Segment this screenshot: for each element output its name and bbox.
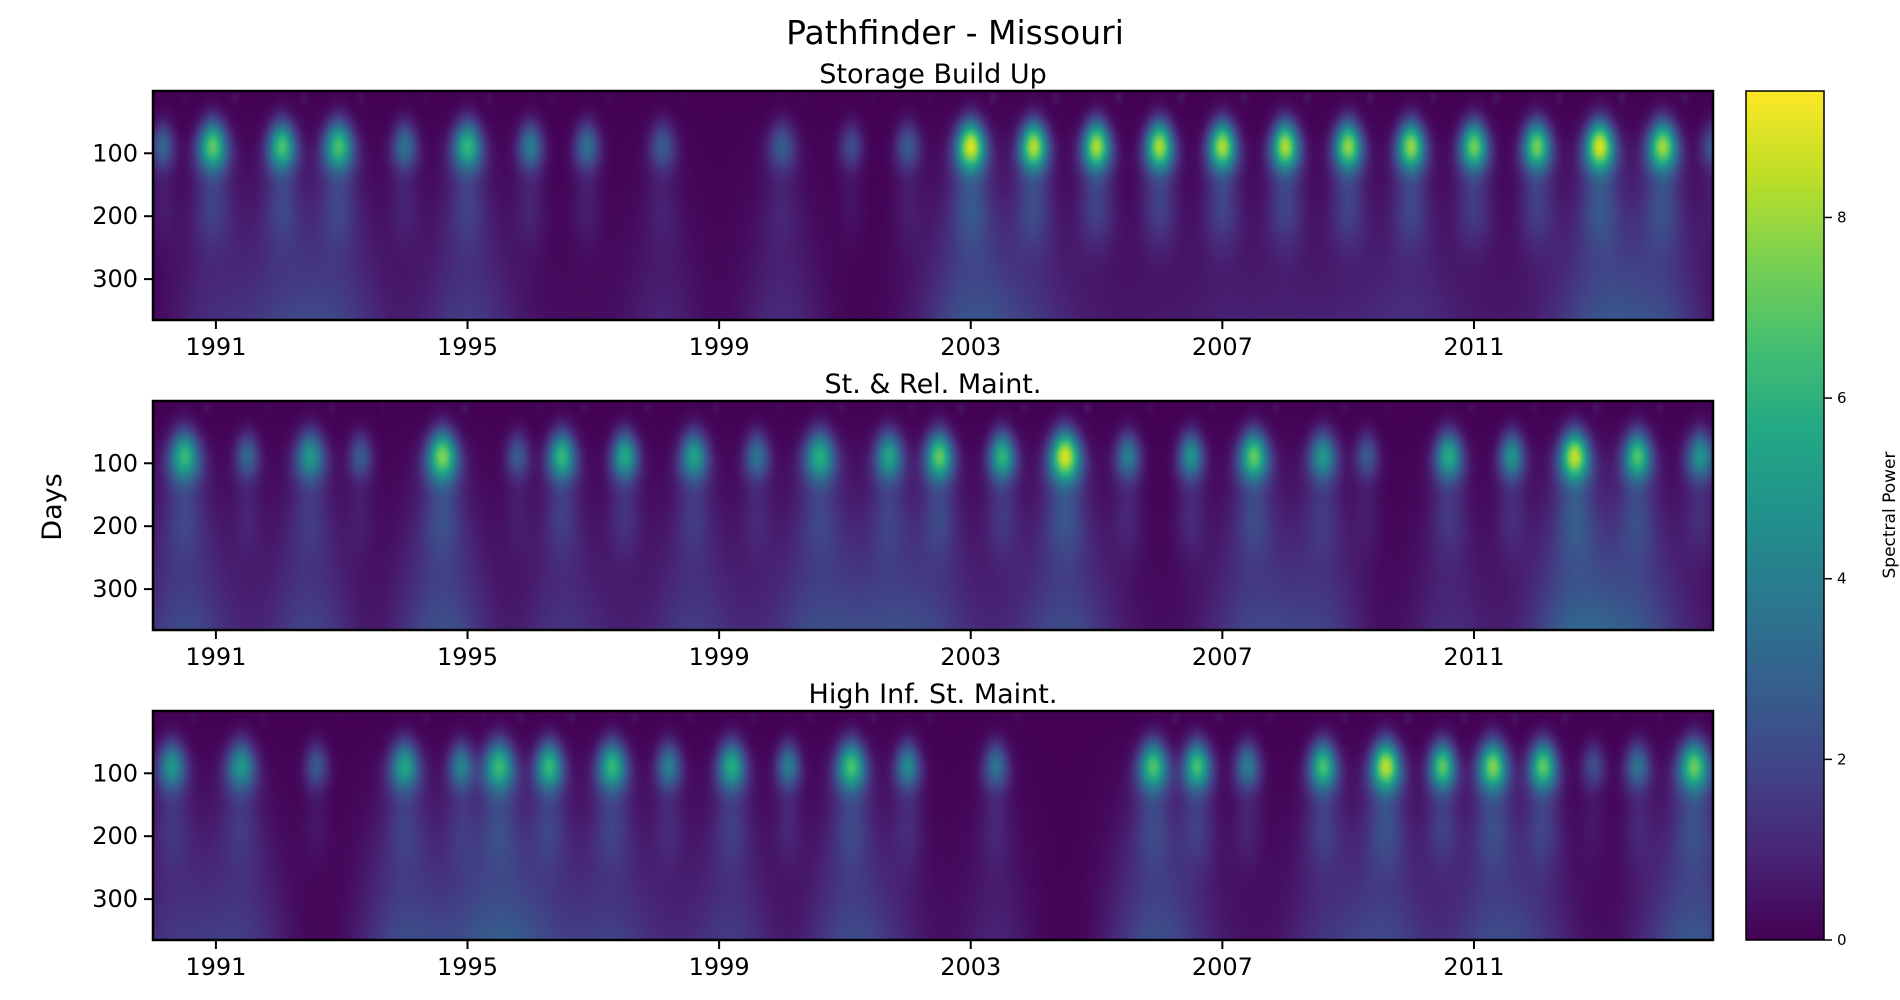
y-tick-label: 200 (92, 822, 138, 850)
colorbar-tick-label: 2 (1837, 750, 1847, 768)
x-tick-label: 1999 (689, 953, 750, 981)
heatmap-image (153, 401, 1713, 630)
y-tick-label: 100 (92, 449, 138, 477)
colorbar: 0 2 4 6 8 Spectral Power (1745, 90, 1900, 949)
x-tick-label: 2003 (940, 953, 1001, 981)
y-tick-label: 200 (92, 512, 138, 540)
panel-title: Storage Build Up (819, 59, 1046, 90)
y-tick-label: 100 (92, 759, 138, 787)
heatmap-image (153, 91, 1713, 320)
x-tick-label: 2003 (940, 643, 1001, 671)
colorbar-tick-label: 8 (1837, 208, 1847, 226)
x-tick-label: 2007 (1192, 953, 1253, 981)
x-tick-label: 1999 (689, 333, 750, 361)
x-tick-label: 1999 (689, 643, 750, 671)
figure-title: Pathfinder - Missouri (786, 13, 1124, 52)
x-tick-label: 2007 (1192, 643, 1253, 671)
colorbar-tick-label: 6 (1837, 389, 1847, 407)
heatmap-panel: St. & Rel. Maint. 1991 1995 1999 2003 2007 201… (92, 369, 1715, 671)
x-tick-label: 1991 (185, 643, 246, 671)
x-tick-label: 1995 (437, 953, 498, 981)
x-tick-label: 2011 (1443, 643, 1504, 671)
x-tick-label: 2003 (940, 333, 1001, 361)
panel-title: St. & Rel. Maint. (825, 369, 1042, 400)
panel-frame (151, 709, 1715, 942)
y-tick-label: 300 (92, 885, 138, 913)
panel-frame (151, 399, 1715, 632)
colorbar-ticks: 0 2 4 6 8 (1824, 208, 1847, 949)
x-tick-label: 1991 (185, 953, 246, 981)
heatmap-image (153, 711, 1713, 940)
x-tick-label: 2007 (1192, 333, 1253, 361)
y-tick-label: 100 (92, 139, 138, 167)
y-tick-label: 300 (92, 575, 138, 603)
x-tick-label: 1995 (437, 333, 498, 361)
x-tick-label: 1995 (437, 643, 498, 671)
x-tick-label: 1991 (185, 333, 246, 361)
colorbar-gradient (1745, 90, 1825, 941)
heatmap-panel: High Inf. St. Maint. 1991 1995 1999 2003 2007… (92, 679, 1715, 981)
colorbar-label: Spectral Power (1880, 452, 1900, 579)
colorbar-tick-label: 0 (1837, 931, 1847, 949)
y-axis-label: Days (37, 473, 68, 540)
y-tick-label: 300 (92, 265, 138, 293)
colorbar-tick-label: 4 (1837, 570, 1847, 588)
heatmap-panel: Storage Build Up 1991 1995 1999 2003 2007 2011… (92, 59, 1715, 361)
heatmap-panels: Storage Build Up 1991 1995 1999 2003 2007 2011… (92, 59, 1715, 981)
panel-title: High Inf. St. Maint. (809, 679, 1058, 710)
panel-frame (151, 89, 1715, 322)
x-tick-label: 2011 (1443, 953, 1504, 981)
x-tick-label: 2011 (1443, 333, 1504, 361)
y-tick-label: 200 (92, 202, 138, 230)
